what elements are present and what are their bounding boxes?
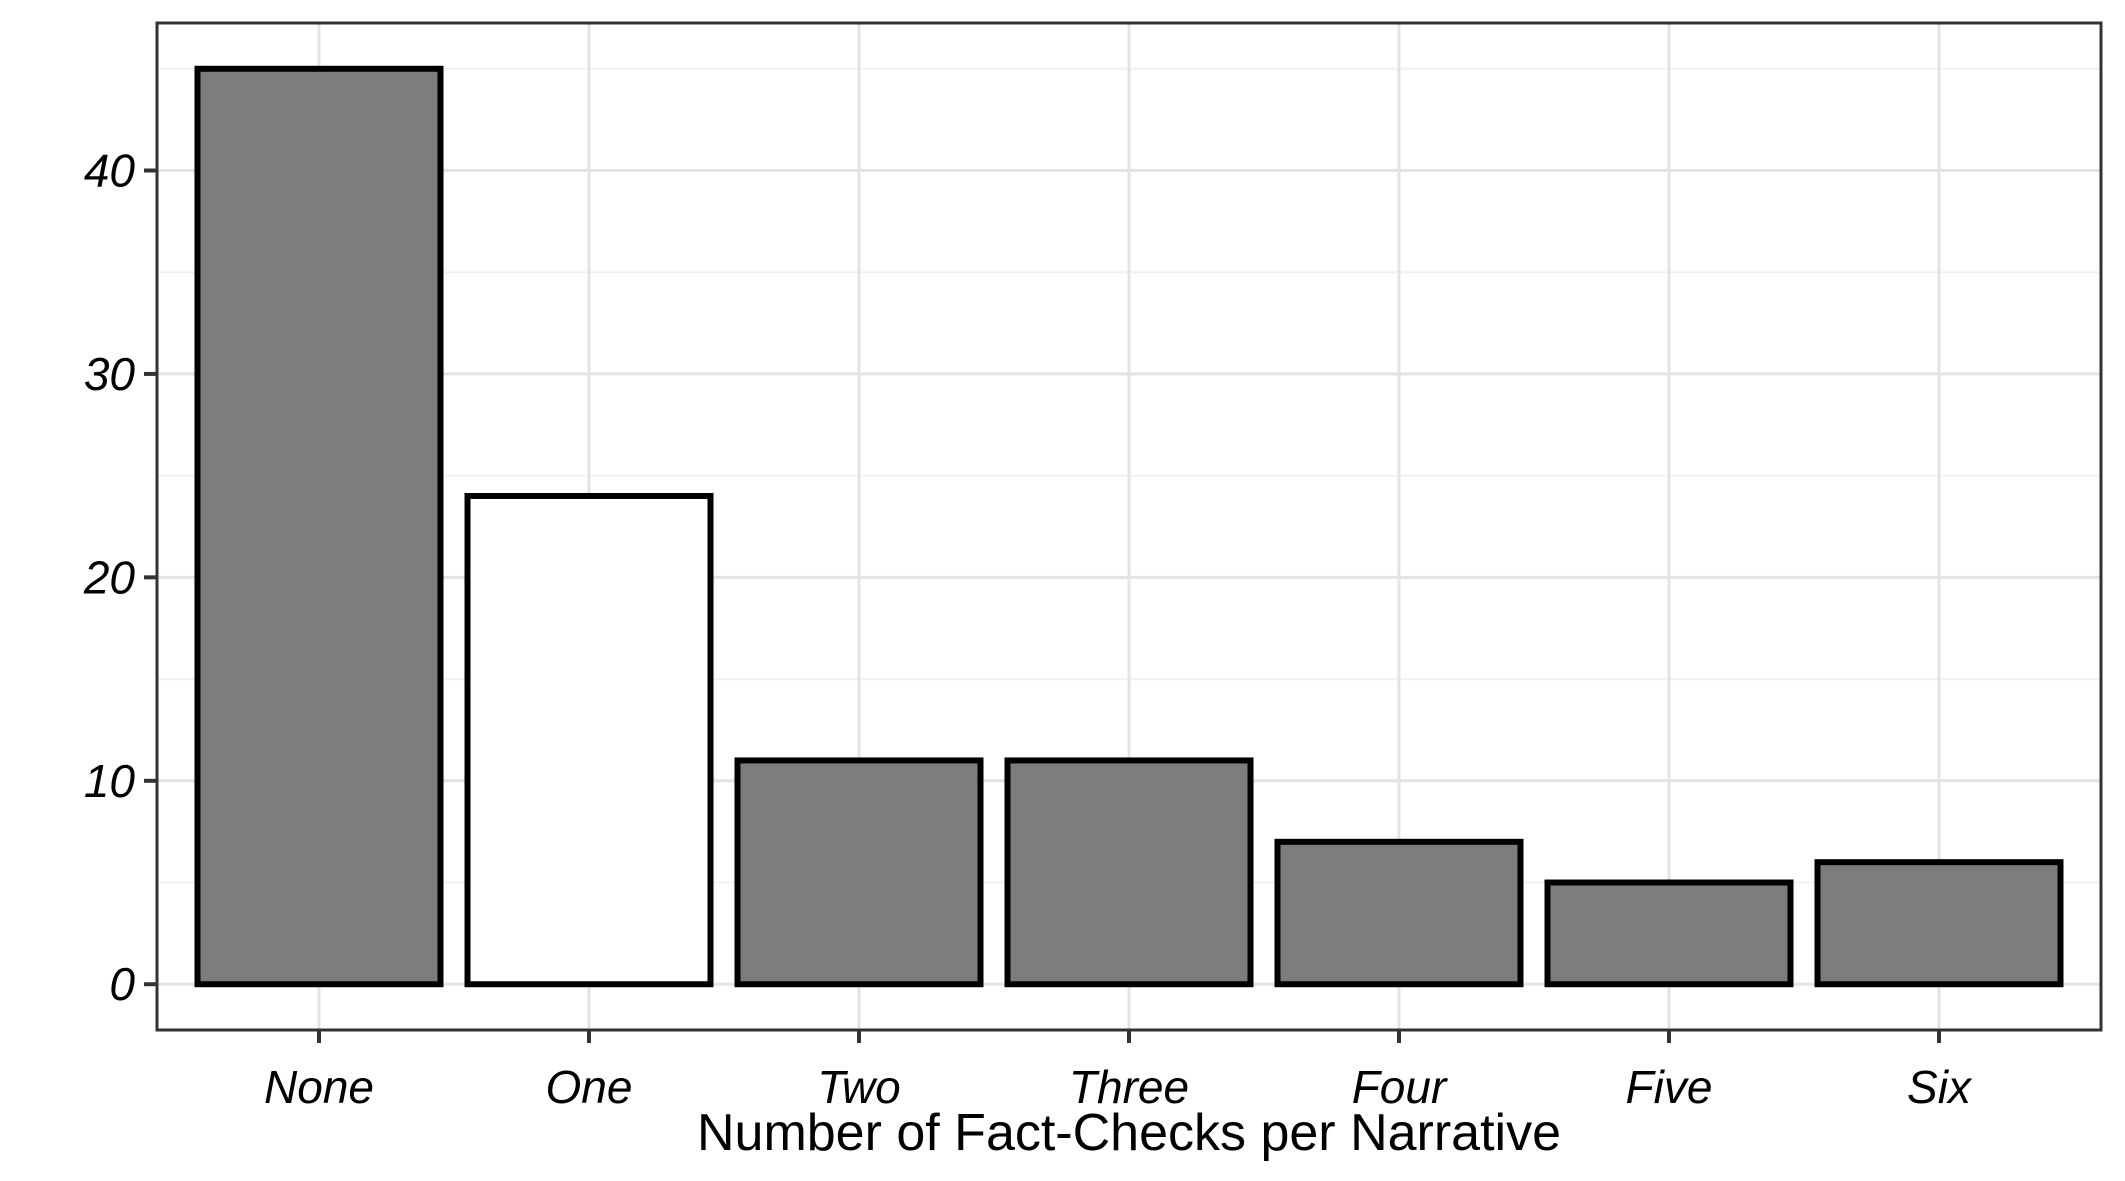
y-axis-tick-labels: 0 10 20 30 40 xyxy=(83,144,136,1010)
x-tick-label-two: Two xyxy=(817,1061,901,1113)
bar-three xyxy=(1004,757,1254,988)
bar-one xyxy=(464,492,714,988)
y-tick-label-10: 10 xyxy=(84,755,136,807)
x-axis-tick-labels: None One Two Three Four Five Six xyxy=(264,1061,1973,1113)
bar-four xyxy=(1274,838,1524,988)
bars-group xyxy=(194,65,2064,988)
x-tick-label-four: Four xyxy=(1352,1061,1448,1113)
x-tick-label-one: One xyxy=(546,1061,633,1113)
x-tick-label-five: Five xyxy=(1626,1061,1713,1113)
y-tick-label-20: 20 xyxy=(83,551,136,603)
bar-two xyxy=(734,757,984,988)
y-tick-label-30: 30 xyxy=(84,348,136,400)
axis-tick-marks xyxy=(144,168,1941,1043)
bar-none xyxy=(194,65,444,988)
bar-five xyxy=(1544,879,1794,988)
x-tick-label-none: None xyxy=(264,1061,374,1113)
bar-six xyxy=(1814,859,2064,988)
x-tick-label-six: Six xyxy=(1907,1061,1973,1113)
y-tick-label-40: 40 xyxy=(84,144,136,196)
x-axis-title: Number of Fact-Checks per Narrative xyxy=(697,1104,1561,1162)
x-tick-label-three: Three xyxy=(1069,1061,1189,1113)
y-tick-label-0: 0 xyxy=(109,958,135,1010)
